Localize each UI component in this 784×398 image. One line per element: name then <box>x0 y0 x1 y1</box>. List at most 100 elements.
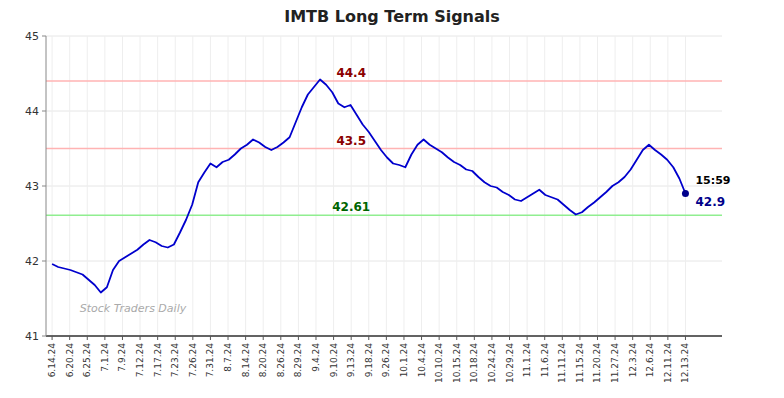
x-tick <box>509 336 510 340</box>
x-tick <box>386 336 387 340</box>
x-tick-label: 7.31.24 <box>205 343 215 378</box>
reference-label: 42.61 <box>332 200 370 214</box>
title: IMTB Long Term Signals <box>284 7 500 26</box>
x-tick <box>579 336 580 340</box>
reference-line <box>46 214 722 216</box>
x-tick <box>527 336 528 340</box>
x-tick <box>210 336 211 340</box>
x-tick <box>140 336 141 340</box>
x-tick-label: 7.12.24 <box>135 343 145 378</box>
x-tick-label: 9.13.24 <box>346 343 356 378</box>
grid-line-y <box>46 111 722 112</box>
y-tick <box>42 336 46 337</box>
y-tick <box>42 261 46 262</box>
x-tick-label: 12.13.24 <box>680 343 690 383</box>
x-tick <box>403 336 404 340</box>
y-tick <box>42 36 46 37</box>
y-tick-label: 43 <box>25 180 39 193</box>
grid-line-y <box>46 336 722 337</box>
x-tick-label: 10.4.24 <box>417 343 427 378</box>
x-tick-label: 9.26.24 <box>381 343 391 378</box>
x-tick <box>597 336 598 340</box>
reference-line <box>46 80 722 82</box>
x-tick-label: 10.1.24 <box>399 343 409 378</box>
x-tick-label: 8.14.24 <box>241 343 251 378</box>
reference-label: 43.5 <box>336 134 366 148</box>
chart: IMTB Long Term Signals Stock Traders Dail… <box>0 0 784 398</box>
x-tick-label: 10.18.24 <box>469 343 479 383</box>
grid-line-y <box>46 36 722 37</box>
x-tick <box>157 336 158 340</box>
x-tick-label: 7.1.24 <box>100 343 110 372</box>
y-tick <box>42 111 46 112</box>
y-tick-label: 45 <box>25 30 39 43</box>
x-tick-label: 12.11.24 <box>663 343 673 383</box>
last-price-label: 42.9 <box>695 195 725 209</box>
x-tick <box>298 336 299 340</box>
x-tick <box>315 336 316 340</box>
x-tick <box>667 336 668 340</box>
x-tick-label: 12.3.24 <box>628 343 638 378</box>
x-tick <box>544 336 545 340</box>
x-tick <box>192 336 193 340</box>
x-tick <box>263 336 264 340</box>
x-tick-label: 8.29.24 <box>293 343 303 378</box>
x-tick <box>87 336 88 340</box>
x-tick-label: 11.11.24 <box>557 343 567 383</box>
x-tick <box>333 336 334 340</box>
x-tick-label: 7.9.24 <box>117 343 127 372</box>
y-tick-label: 44 <box>25 105 39 118</box>
x-tick-label: 11.20.24 <box>592 343 602 383</box>
grid-line-y <box>46 261 722 262</box>
x-tick <box>351 336 352 340</box>
x-tick-label: 8.20.24 <box>258 343 268 378</box>
x-tick-label: 6.14.24 <box>47 343 57 378</box>
x-tick-label: 10.10.24 <box>434 343 444 383</box>
x-tick-label: 7.23.24 <box>170 343 180 378</box>
x-axis-line <box>46 335 722 337</box>
y-tick-label: 42 <box>25 255 39 268</box>
x-tick-label: 7.17.24 <box>153 343 163 378</box>
grid <box>46 36 722 336</box>
x-tick-label: 6.20.24 <box>65 343 75 378</box>
last-time-label: 15:59 <box>695 174 730 187</box>
x-tick-label: 9.4.24 <box>311 343 321 372</box>
y-tick-label: 41 <box>25 330 39 343</box>
reference-label: 44.4 <box>336 66 366 80</box>
x-tick-label: 9.18.24 <box>364 343 374 378</box>
x-tick-label: 11.27.24 <box>610 343 620 383</box>
x-tick <box>685 336 686 340</box>
x-tick <box>650 336 651 340</box>
x-tick-label: 10.29.24 <box>505 343 515 383</box>
x-tick-label: 11.15.24 <box>575 343 585 383</box>
x-tick-label: 6.25.24 <box>82 343 92 378</box>
x-tick-label: 12.6.24 <box>645 343 655 378</box>
watermark: Stock Traders Daily <box>80 302 187 315</box>
x-tick <box>52 336 53 340</box>
x-tick-label: 10.15.24 <box>452 343 462 383</box>
x-tick <box>491 336 492 340</box>
x-tick <box>474 336 475 340</box>
reference-line <box>46 148 722 150</box>
x-tick-label: 10.24.24 <box>487 343 497 383</box>
x-tick <box>368 336 369 340</box>
x-tick <box>632 336 633 340</box>
x-tick-label: 7.26.24 <box>188 343 198 378</box>
x-tick <box>280 336 281 340</box>
plot-area <box>46 80 722 293</box>
x-tick <box>421 336 422 340</box>
x-tick-label: 11.6.24 <box>540 343 550 378</box>
x-tick-label: 8.7.24 <box>223 343 233 372</box>
x-tick-label: 9.10.24 <box>329 343 339 378</box>
x-tick <box>439 336 440 340</box>
axes: 41 42 43 44 45 6.14.24 6.20.24 6.25.24 7.1.24 7.9… <box>25 30 722 383</box>
x-tick-label: 8.26.24 <box>276 343 286 378</box>
x-tick <box>122 336 123 340</box>
price-line <box>52 80 685 293</box>
x-tick <box>456 336 457 340</box>
x-tick <box>104 336 105 340</box>
y-tick <box>42 186 46 187</box>
x-tick <box>245 336 246 340</box>
x-tick <box>615 336 616 340</box>
end-dot <box>682 190 689 197</box>
